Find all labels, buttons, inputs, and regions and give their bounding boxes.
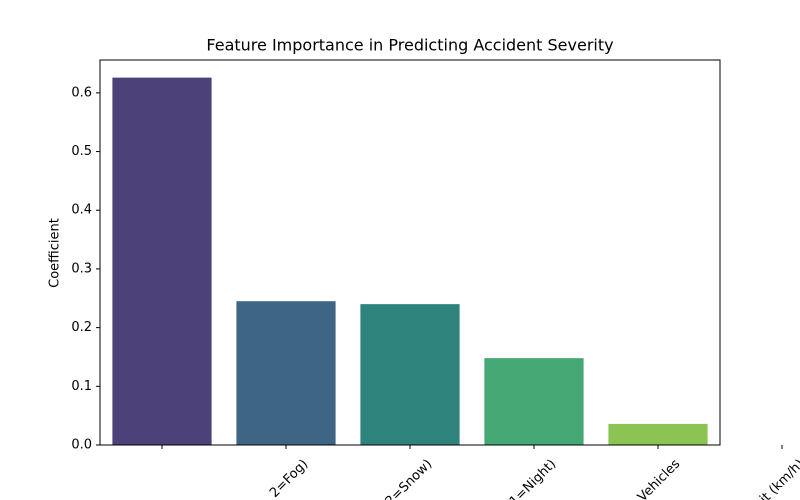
plot-frame (99, 59, 721, 446)
bar (112, 77, 212, 446)
x-tick-label: it (km/h) (757, 457, 800, 500)
y-axis-label: Coefficient (48, 218, 63, 288)
y-tick-label: 0.4 (71, 203, 92, 218)
x-tick-label: 2=Fog) (267, 457, 311, 500)
x-tick-label: 1=Night) (507, 457, 559, 500)
x-tick-label: Vehicles (635, 457, 683, 500)
bar (236, 301, 336, 445)
bar (484, 358, 584, 445)
chart-title: Feature Importance in Predicting Acciden… (206, 36, 613, 55)
y-tick-label: 0.5 (71, 144, 92, 159)
x-tick-label: 2=Snow) (383, 457, 436, 500)
y-tick-label: 0.3 (71, 261, 92, 276)
bar (608, 423, 708, 445)
y-tick-label: 0.6 (71, 85, 92, 100)
y-tick-label: 0.0 (71, 438, 92, 453)
bar (360, 304, 460, 445)
y-tick-label: 0.1 (71, 379, 92, 394)
y-tick-label: 0.2 (71, 320, 92, 335)
